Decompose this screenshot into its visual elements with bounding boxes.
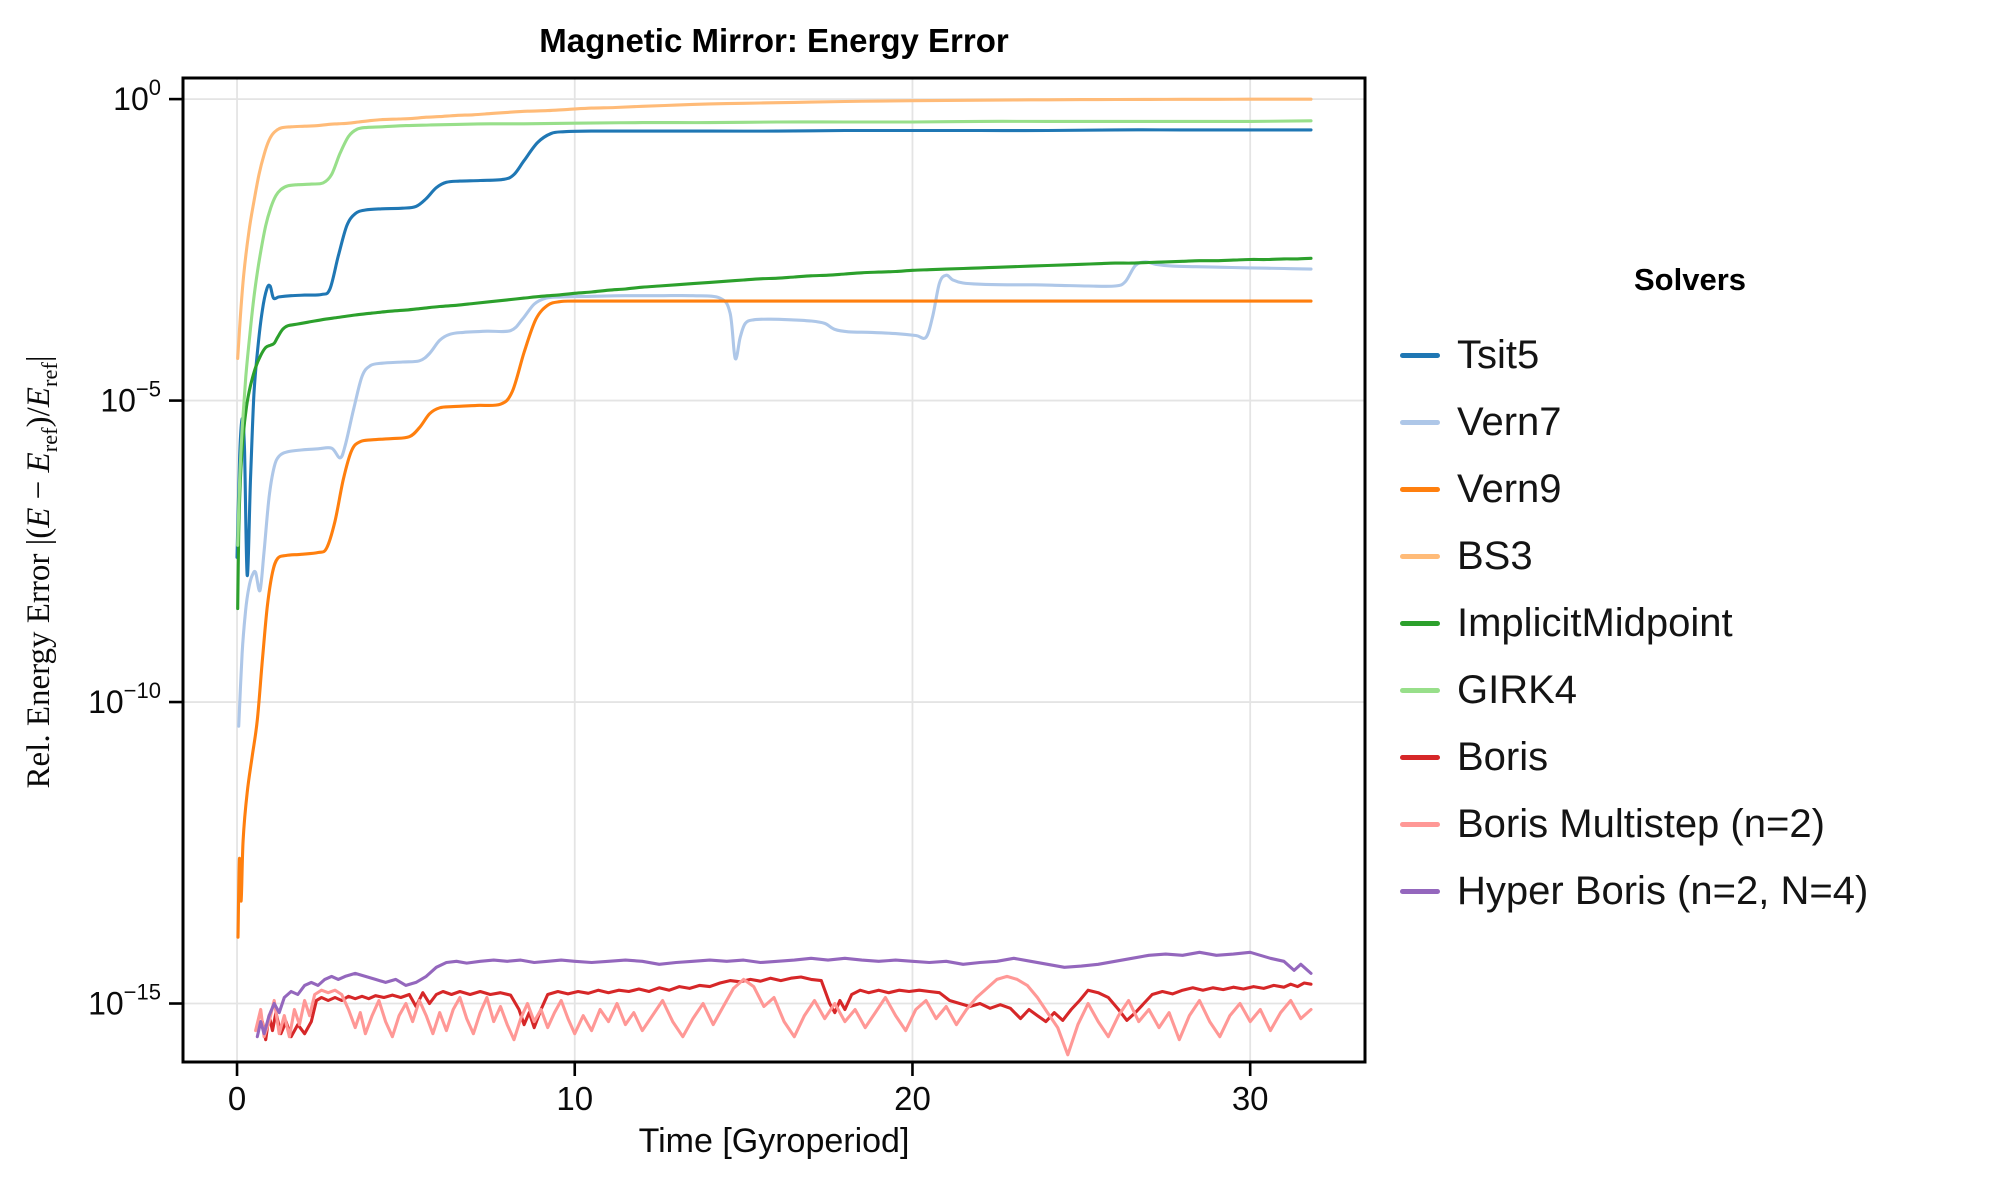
legend-rows: Tsit5 Vern7 Vern9 BS3 ImplicitMidpoint G…: [1400, 322, 1990, 925]
chart-title: Magnetic Mirror: Energy Error: [539, 22, 1009, 59]
legend-swatch-vern9: [1400, 487, 1440, 492]
y-tick-label: 10−15: [88, 980, 161, 1022]
series-line-vern9: [236, 299, 1313, 939]
series-line-hyper-boris-n-2-n-4: [255, 950, 1313, 1039]
legend-item-implicitmidpoint: ImplicitMidpoint: [1400, 590, 1990, 657]
series-line-girk4: [236, 119, 1313, 547]
legend-item-bs3: BS3: [1400, 523, 1990, 590]
series-line-implicitmidpoint: [236, 256, 1313, 611]
series-line-boris-multistep-n-2: [254, 974, 1313, 1057]
y-axis-label-text: Rel. Energy Error: [21, 545, 58, 789]
series-group: [235, 97, 1313, 1057]
legend-item-vern9: Vern9: [1400, 456, 1990, 523]
series-line-tsit5: [235, 128, 1313, 577]
y-axis-label: Rel. Energy Error |(E − Eref)/Eref|: [21, 355, 62, 789]
series-line-boris: [260, 975, 1313, 1042]
legend-swatch-implicitmidpoint: [1400, 621, 1440, 626]
x-tick-label: 20: [894, 1080, 931, 1117]
legend-item-boris: Boris: [1400, 724, 1990, 791]
x-tick-label: 10: [556, 1080, 593, 1117]
legend-swatch-hyper-boris: [1400, 889, 1440, 894]
legend-swatch-boris-multistep: [1400, 822, 1440, 827]
y-tick-label: 10−5: [100, 377, 161, 419]
legend-swatch-boris: [1400, 755, 1440, 760]
legend-item-girk4: GIRK4: [1400, 657, 1990, 724]
legend-item-vern7: Vern7: [1400, 389, 1990, 456]
legend-item-hyper-boris: Hyper Boris (n=2, N=4): [1400, 858, 1990, 925]
y-tick-label: 100: [113, 75, 161, 117]
legend-item-boris-multistep: Boris Multistep (n=2): [1400, 791, 1990, 858]
legend-swatch-tsit5: [1400, 353, 1440, 358]
series-line-vern7: [237, 260, 1313, 728]
legend-title: Solvers: [1633, 262, 1746, 297]
legend-swatch-bs3: [1400, 554, 1440, 559]
legend-swatch-vern7: [1400, 420, 1440, 425]
legend-swatch-girk4: [1400, 688, 1440, 693]
x-tick-label: 30: [1232, 1080, 1269, 1117]
x-tick-label: 0: [228, 1080, 246, 1117]
plot-frame: [181, 76, 1367, 1064]
legend: Solvers Tsit5 Vern7 Vern9 BS3 ImplicitMi…: [1400, 262, 1990, 925]
legend-item-tsit5: Tsit5: [1400, 322, 1990, 389]
y-tick-label: 10−10: [88, 678, 161, 720]
x-axis-label: Time [Gyroperiod]: [638, 1122, 910, 1160]
series-line-bs3: [236, 97, 1313, 360]
